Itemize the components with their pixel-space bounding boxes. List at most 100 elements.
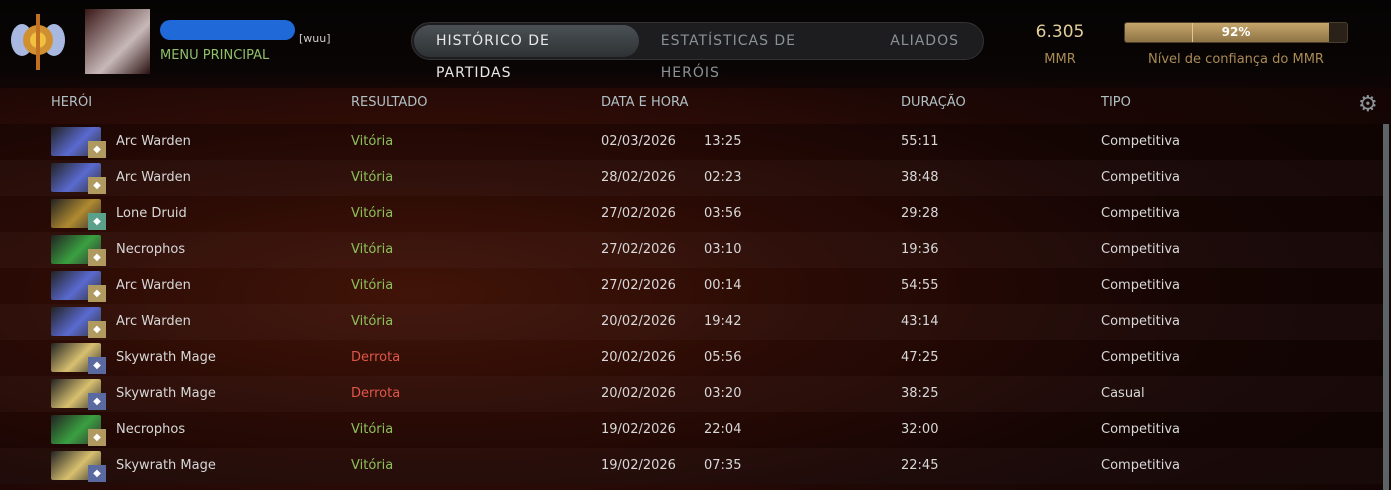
- redacted-username: [160, 20, 295, 40]
- match-type: Competitiva: [1101, 350, 1181, 365]
- match-date: 02/03/2026: [601, 134, 676, 149]
- match-time: 05:56: [704, 350, 742, 365]
- match-list: ◆ Arc Warden Vitória 02/03/2026 13:25 55…: [0, 124, 1383, 484]
- match-row[interactable]: ◆ Skywrath Mage Derrota 20/02/2026 05:56…: [0, 340, 1383, 376]
- match-duration: 32:00: [901, 422, 939, 437]
- role-badge-icon: ◆: [88, 429, 106, 446]
- guild-tag: [wuu]: [299, 32, 331, 45]
- mmr-label: MMR: [1044, 52, 1076, 67]
- match-row[interactable]: ◆ Necrophos Vitória 19/02/2026 22:04 32:…: [0, 412, 1383, 448]
- match-result: Vitória: [351, 422, 394, 437]
- match-type: Competitiva: [1101, 422, 1181, 437]
- match-row[interactable]: ◆ Skywrath Mage Vitória 19/02/2026 07:35…: [0, 448, 1383, 484]
- match-time: 00:14: [704, 278, 742, 293]
- match-time: 22:04: [704, 422, 742, 437]
- gear-icon[interactable]: ⚙: [1358, 92, 1378, 117]
- hero-name: Arc Warden: [116, 314, 191, 329]
- confidence-label: Nível de confiança do MMR: [1148, 52, 1324, 67]
- scrollbar[interactable]: [1383, 124, 1389, 490]
- hero-name: Arc Warden: [116, 278, 191, 293]
- match-date: 27/02/2026: [601, 242, 676, 257]
- role-badge-icon: ◆: [88, 213, 106, 230]
- match-result: Derrota: [351, 350, 401, 365]
- confidence-bar: 92%: [1124, 22, 1348, 43]
- tab-hero-stats[interactable]: ESTATÍSTICAS DE HERÓIS: [660, 33, 797, 81]
- match-time: 03:10: [704, 242, 742, 257]
- hero-name: Necrophos: [116, 242, 186, 257]
- match-type: Competitiva: [1101, 170, 1181, 185]
- match-row[interactable]: ◆ Arc Warden Vitória 28/02/2026 02:23 38…: [0, 160, 1383, 196]
- match-duration: 55:11: [901, 134, 939, 149]
- match-result: Vitória: [351, 206, 394, 221]
- player-status: MENU PRINCIPAL: [160, 48, 270, 63]
- match-type: Casual: [1101, 386, 1145, 401]
- role-badge-icon: ◆: [88, 141, 106, 158]
- match-type: Competitiva: [1101, 314, 1181, 329]
- match-date: 28/02/2026: [601, 170, 676, 185]
- mmr-value: 6.305: [1035, 22, 1085, 42]
- hero-name: Skywrath Mage: [116, 386, 216, 401]
- role-badge-icon: ◆: [88, 285, 106, 302]
- confidence-fill: [1125, 23, 1330, 42]
- match-date: 20/02/2026: [601, 350, 676, 365]
- match-duration: 38:25: [901, 386, 939, 401]
- match-result: Derrota: [351, 386, 401, 401]
- match-result: Vitória: [351, 314, 394, 329]
- match-date: 27/02/2026: [601, 278, 676, 293]
- match-result: Vitória: [351, 134, 394, 149]
- match-row[interactable]: ◆ Arc Warden Vitória 20/02/2026 19:42 43…: [0, 304, 1383, 340]
- role-badge-icon: ◆: [88, 393, 106, 410]
- match-duration: 38:48: [901, 170, 939, 185]
- tab-bar: HISTÓRICO DE PARTIDAS ESTATÍSTICAS DE HE…: [411, 22, 984, 81]
- col-duration[interactable]: DURAÇÃO: [901, 95, 966, 110]
- hero-name: Skywrath Mage: [116, 350, 216, 365]
- match-time: 03:20: [704, 386, 742, 401]
- match-date: 20/02/2026: [601, 314, 676, 329]
- role-badge-icon: ◆: [88, 465, 106, 482]
- role-badge-icon: ◆: [88, 249, 106, 266]
- role-badge-icon: ◆: [88, 321, 106, 338]
- match-type: Competitiva: [1101, 458, 1181, 473]
- hero-name: Skywrath Mage: [116, 458, 216, 473]
- match-date: 20/02/2026: [601, 386, 676, 401]
- match-time: 13:25: [704, 134, 742, 149]
- col-datetime[interactable]: DATA E HORA: [601, 95, 689, 110]
- match-time: 19:42: [704, 314, 742, 329]
- match-type: Competitiva: [1101, 242, 1181, 257]
- match-result: Vitória: [351, 242, 394, 257]
- match-duration: 19:36: [901, 242, 939, 257]
- match-duration: 54:55: [901, 278, 939, 293]
- match-time: 02:23: [704, 170, 742, 185]
- match-row[interactable]: ◆ Skywrath Mage Derrota 20/02/2026 03:20…: [0, 376, 1383, 412]
- hero-name: Arc Warden: [116, 170, 191, 185]
- match-duration: 22:45: [901, 458, 939, 473]
- match-row[interactable]: ◆ Necrophos Vitória 27/02/2026 03:10 19:…: [0, 232, 1383, 268]
- match-date: 19/02/2026: [601, 422, 676, 437]
- match-row[interactable]: ◆ Lone Druid Vitória 27/02/2026 03:56 29…: [0, 196, 1383, 232]
- match-type: Competitiva: [1101, 278, 1181, 293]
- role-badge-icon: ◆: [88, 177, 106, 194]
- match-date: 27/02/2026: [601, 206, 676, 221]
- player-avatar[interactable]: [85, 9, 150, 74]
- tab-allies[interactable]: ALIADOS: [890, 33, 959, 49]
- match-date: 19/02/2026: [601, 458, 676, 473]
- role-badge-icon: ◆: [88, 357, 106, 374]
- match-duration: 43:14: [901, 314, 939, 329]
- confidence-percent: 92%: [1221, 25, 1251, 39]
- col-result[interactable]: RESULTADO: [351, 95, 428, 110]
- match-duration: 29:28: [901, 206, 939, 221]
- confidence-marker: [1192, 23, 1193, 42]
- match-duration: 47:25: [901, 350, 939, 365]
- tab-match-history[interactable]: HISTÓRICO DE PARTIDAS: [414, 25, 639, 81]
- col-hero[interactable]: HERÓI: [51, 95, 93, 110]
- match-type: Competitiva: [1101, 206, 1181, 221]
- match-row[interactable]: ◆ Arc Warden Vitória 27/02/2026 00:14 54…: [0, 268, 1383, 304]
- hero-name: Lone Druid: [116, 206, 187, 221]
- col-type[interactable]: TIPO: [1101, 95, 1131, 110]
- match-row[interactable]: ◆ Arc Warden Vitória 02/03/2026 13:25 55…: [0, 124, 1383, 160]
- match-type: Competitiva: [1101, 134, 1181, 149]
- hero-name: Necrophos: [116, 422, 186, 437]
- match-result: Vitória: [351, 170, 394, 185]
- match-time: 07:35: [704, 458, 742, 473]
- match-result: Vitória: [351, 278, 394, 293]
